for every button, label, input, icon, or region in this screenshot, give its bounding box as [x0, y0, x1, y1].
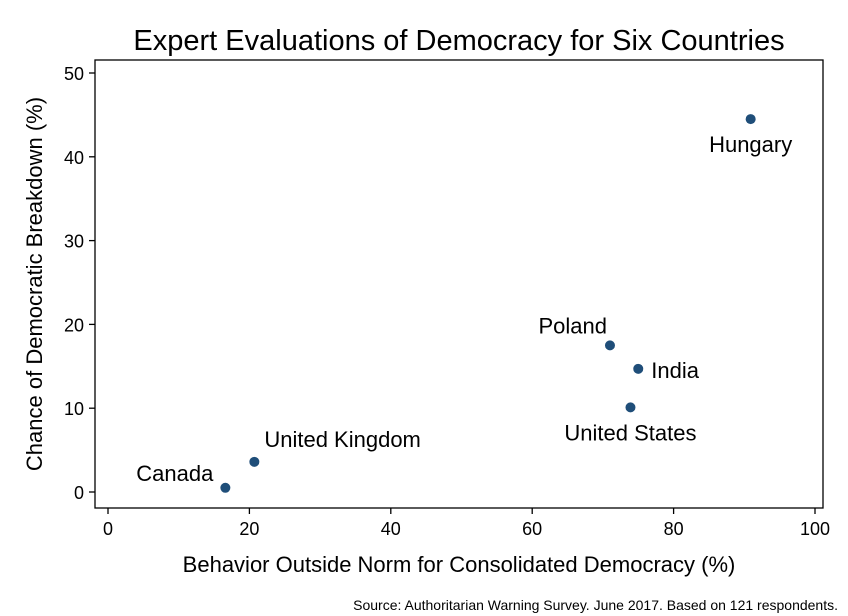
y-tick-label: 0: [74, 483, 84, 503]
point-label: United Kingdom: [264, 427, 421, 452]
source-note: Source: Authoritarian Warning Survey. Ju…: [353, 597, 838, 613]
x-axis: 0 20 40 60 80 100: [103, 508, 830, 539]
y-tick-label: 50: [64, 64, 84, 84]
data-point: [745, 114, 756, 125]
data-point: [604, 340, 615, 351]
x-tick-label: 80: [664, 519, 684, 539]
y-axis: 0 10 20 30 40 50: [64, 64, 95, 503]
chart-title: Expert Evaluations of Democracy for Six …: [133, 25, 784, 57]
x-tick-label: 100: [800, 519, 830, 539]
point-label: Canada: [136, 461, 214, 486]
y-tick-label: 30: [64, 232, 84, 252]
data-point: [220, 482, 231, 493]
data-point: [249, 456, 260, 467]
data-labels: Canada United Kingdom Poland India United St…: [136, 132, 792, 486]
plot-frame: [94, 59, 824, 509]
data-point: [625, 402, 636, 413]
point-label: Hungary: [709, 132, 792, 157]
y-tick-label: 40: [64, 148, 84, 168]
x-tick-label: 60: [522, 519, 542, 539]
data-point: [633, 363, 644, 374]
y-tick-label: 20: [64, 315, 84, 335]
y-axis-label: Chance of Democratic Breakdown (%): [22, 97, 47, 471]
x-tick-label: 40: [381, 519, 401, 539]
data-points: [220, 114, 756, 493]
x-axis-label: Behavior Outside Norm for Consolidated D…: [183, 552, 736, 577]
point-label: Poland: [538, 313, 607, 338]
y-tick-label: 10: [64, 399, 84, 419]
x-tick-label: 0: [103, 519, 113, 539]
x-tick-label: 20: [239, 519, 259, 539]
point-label: United States: [564, 420, 696, 445]
point-label: India: [651, 358, 699, 383]
